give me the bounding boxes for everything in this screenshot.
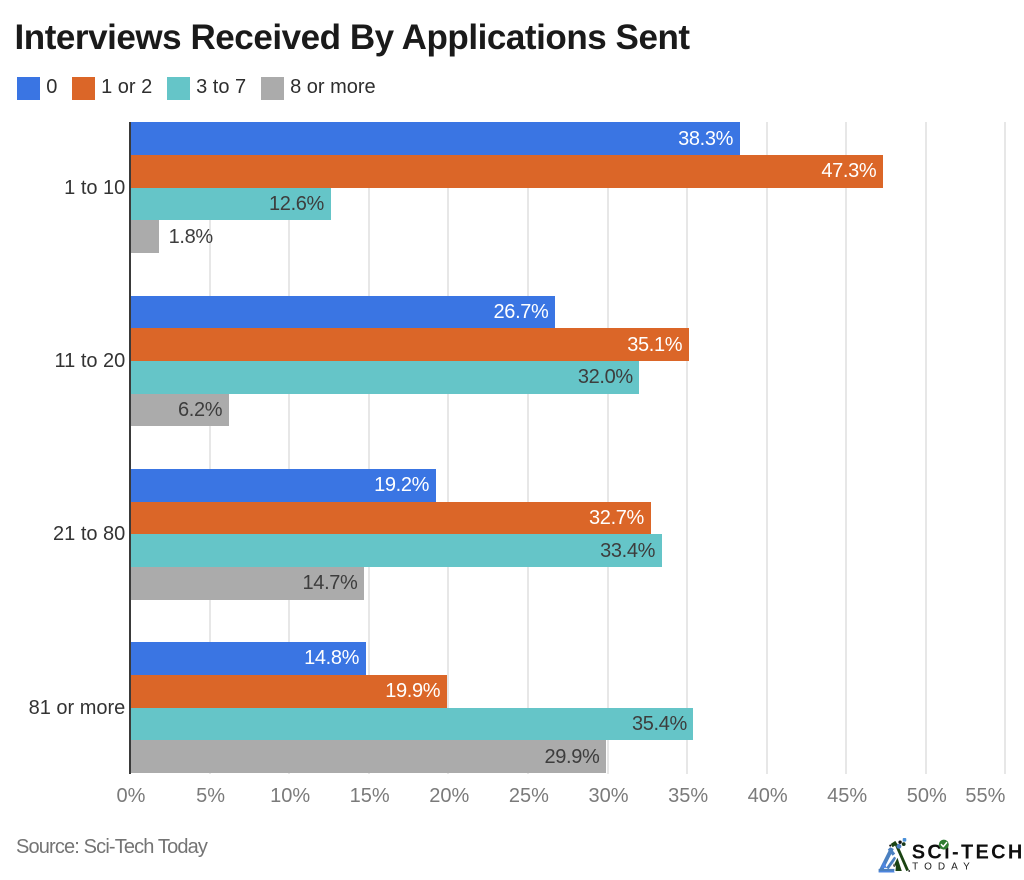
svg-text:TODAY: TODAY bbox=[912, 862, 976, 873]
svg-text:SCı-TECH: SCı-TECH bbox=[912, 842, 1024, 864]
